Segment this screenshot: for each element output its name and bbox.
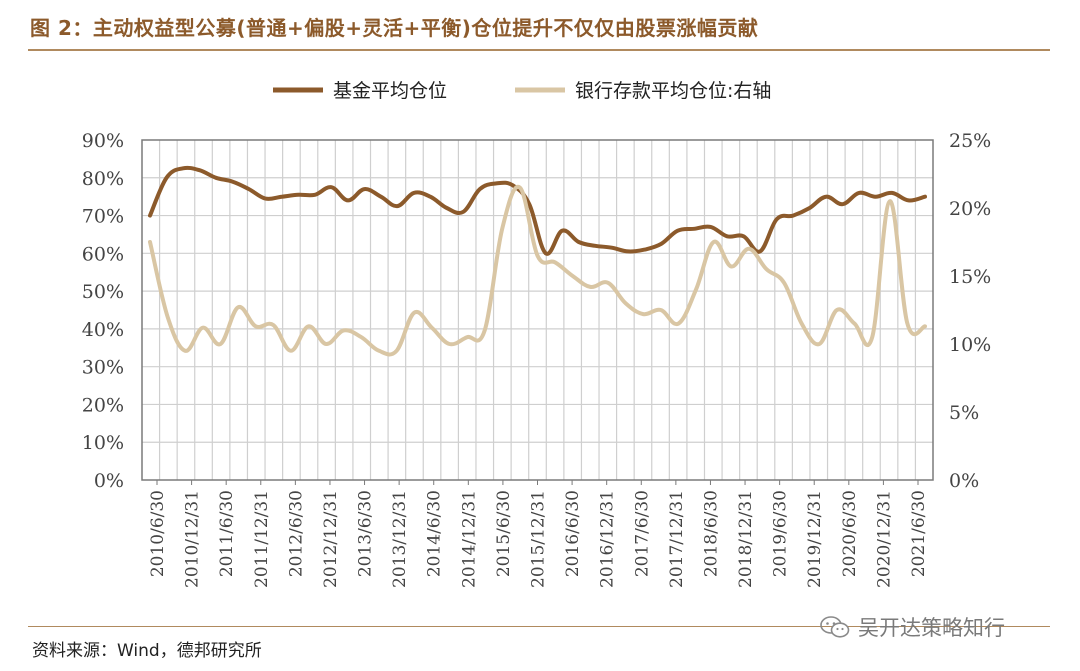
x-tick-label: 2017/6/30 <box>632 490 652 577</box>
x-tick-label: 2015/6/30 <box>494 490 514 577</box>
x-tick-label: 2020/6/30 <box>840 490 860 577</box>
x-tick-label: 2019/6/30 <box>771 490 791 577</box>
source-note: 资料来源：Wind，德邦研究所 <box>32 641 262 661</box>
x-tick-label: 2016/6/30 <box>563 490 583 577</box>
y-right-tick-label: 10% <box>949 334 991 356</box>
x-tick-label: 2019/12/31 <box>805 490 825 588</box>
watermark-text: 吴开达策略知行 <box>858 616 1005 640</box>
legend-label-fund: 基金平均仓位 <box>333 80 447 102</box>
y-left-tick-label: 80% <box>82 168 124 190</box>
y-right-tick-label: 25% <box>949 130 991 152</box>
x-tick-label: 2018/12/31 <box>736 490 756 588</box>
x-tick-label: 2017/12/31 <box>667 490 687 588</box>
x-tick-label: 2016/12/31 <box>598 490 618 588</box>
x-tick-label: 2013/6/30 <box>356 490 376 577</box>
x-tick-label: 2012/12/31 <box>321 490 341 588</box>
y-right-tick-label: 0% <box>949 470 979 492</box>
x-tick-label: 2015/12/31 <box>529 490 549 588</box>
x-tick-label: 2010/12/31 <box>183 490 203 588</box>
y-left-tick-label: 60% <box>82 243 124 265</box>
watermark: 吴开达策略知行 <box>820 612 1005 642</box>
y-left-tick-label: 70% <box>82 206 124 228</box>
y-right-tick-label: 15% <box>949 266 991 288</box>
x-tick-label: 2011/12/31 <box>252 490 272 588</box>
y-left-tick-label: 90% <box>82 130 124 152</box>
y-left-tick-label: 0% <box>94 470 124 492</box>
x-tick-label: 2014/6/30 <box>425 490 445 577</box>
title-rule <box>28 49 1050 51</box>
figure-title: 图 2：主动权益型公募(普通+偏股+灵活+平衡)仓位提升不仅仅由股票涨幅贡献 <box>30 16 759 40</box>
y-left-tick-label: 20% <box>82 394 124 416</box>
x-tick-label: 2012/6/30 <box>286 490 306 577</box>
y-left-tick-label: 30% <box>82 357 124 379</box>
wechat-icon <box>820 616 850 638</box>
y-right-tick-label: 20% <box>949 198 991 220</box>
plot-area <box>142 140 933 480</box>
y-left-tick-label: 10% <box>82 432 124 454</box>
x-tick-label: 2018/6/30 <box>701 490 721 577</box>
legend-label-deposit: 银行存款平均仓位:右轴 <box>575 80 771 102</box>
x-tick-label: 2020/12/31 <box>874 490 894 588</box>
series-line-fund-position <box>148 165 927 256</box>
x-tick-label: 2011/6/30 <box>217 490 237 577</box>
x-tick-label: 2013/12/31 <box>390 490 410 588</box>
y-right-tick-label: 5% <box>949 402 979 424</box>
x-tick-label: 2021/6/30 <box>909 490 929 577</box>
x-tick-label: 2014/12/31 <box>459 490 479 588</box>
y-left-tick-label: 40% <box>82 319 124 341</box>
chart-legend: 基金平均仓位 银行存款平均仓位:右轴 <box>273 80 771 102</box>
y-left-tick-label: 50% <box>82 281 124 303</box>
footer-rule <box>28 626 1050 627</box>
series-line-bank-deposit <box>148 184 927 357</box>
x-tick-label: 2010/6/30 <box>148 490 168 577</box>
